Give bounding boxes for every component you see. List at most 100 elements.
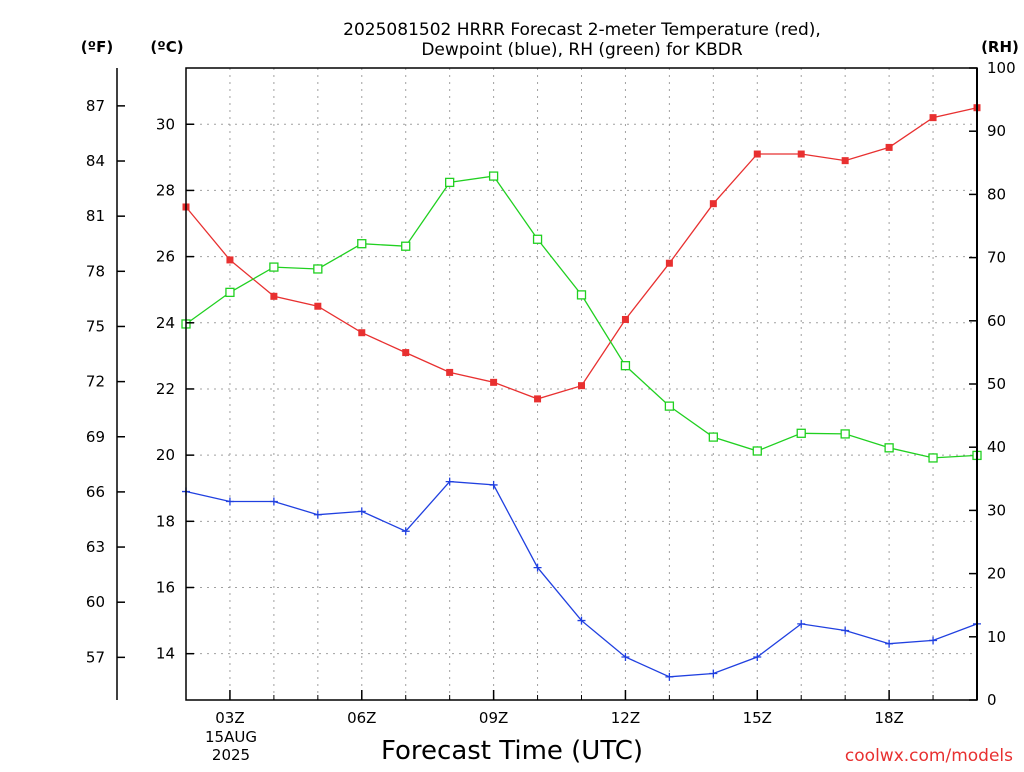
dewpoint-point — [357, 507, 366, 516]
temperature-point — [358, 329, 366, 337]
dewpoint-point — [797, 619, 806, 628]
rh-unit-label: (RH) — [981, 38, 1019, 56]
temperature-point — [490, 378, 498, 386]
fahrenheit-unit-label: (ºF) — [81, 38, 113, 56]
rh-tick-label: 40 — [987, 438, 1006, 456]
x-tick-label: 06Z — [347, 709, 376, 727]
celsius-tick-label: 26 — [156, 248, 175, 266]
rh-point — [532, 234, 543, 244]
dewpoint-point — [225, 497, 234, 506]
rh-tick-label: 70 — [987, 249, 1006, 267]
temperature-point — [665, 259, 673, 267]
temperature-point — [929, 114, 937, 122]
rh-point — [357, 239, 367, 249]
celsius-tick-label: 30 — [156, 115, 175, 133]
date-label-line2: 2025 — [212, 746, 250, 764]
fahrenheit-tick-label: 63 — [86, 538, 105, 556]
x-axis-label: Forecast Time (UTC) — [381, 736, 643, 766]
celsius-tick-label: 18 — [156, 512, 175, 530]
dewpoint-point — [665, 672, 674, 681]
dewpoint-point — [929, 636, 938, 645]
rh-tick-label: 10 — [987, 628, 1006, 646]
fahrenheit-tick-label: 78 — [86, 262, 105, 280]
celsius-tick-label: 24 — [156, 314, 175, 332]
rh-point — [488, 171, 499, 181]
x-tick-label: 09Z — [479, 709, 508, 727]
rh-tick-label: 60 — [987, 312, 1006, 330]
temperature-point — [534, 395, 542, 403]
rh-point — [752, 446, 762, 456]
fahrenheit-tick-label: 87 — [86, 97, 105, 115]
dewpoint-point — [841, 626, 850, 635]
dewpoint-point — [489, 480, 498, 489]
rh-tick-label: 90 — [987, 122, 1006, 140]
dewpoint-point — [753, 652, 762, 661]
x-tick-label: 15Z — [743, 709, 772, 727]
fahrenheit-tick-label: 72 — [86, 373, 105, 391]
fahrenheit-tick-label: 69 — [86, 428, 105, 446]
dewpoint-point — [621, 652, 630, 661]
celsius-unit-label: (ºC) — [150, 38, 183, 56]
chart-title-line1: 2025081502 HRRR Forecast 2-meter Tempera… — [343, 20, 821, 40]
temperature-point — [446, 368, 454, 376]
date-label-line1: 15AUG — [205, 728, 257, 746]
fahrenheit-tick-label: 66 — [86, 483, 105, 501]
rh-tick-label: 80 — [987, 185, 1006, 203]
temperature-point — [314, 302, 322, 310]
chart-title-line2: Dewpoint (blue), RH (green) for KBDR — [421, 40, 742, 60]
celsius-tick-label: 16 — [156, 578, 175, 596]
dewpoint-point — [577, 616, 586, 625]
rh-point — [884, 443, 894, 453]
temperature-point — [753, 150, 761, 158]
credit-label: coolwx.com/models — [845, 746, 1013, 766]
rh-series-line — [185, 175, 978, 459]
rh-tick-label: 20 — [987, 565, 1006, 583]
x-tick-label: 12Z — [611, 709, 640, 727]
rh-point — [445, 177, 455, 188]
rh-point — [928, 453, 938, 463]
series-layer — [181, 104, 982, 681]
rh-point — [708, 432, 718, 442]
rh-point — [225, 287, 235, 298]
temperature-point — [270, 292, 278, 300]
temperature-point — [797, 150, 805, 158]
fahrenheit-tick-label: 75 — [86, 317, 105, 335]
dewpoint-point — [401, 527, 410, 536]
rh-point — [840, 429, 850, 439]
rh-point — [269, 262, 279, 272]
dewpoint-point — [445, 477, 454, 486]
rh-tick-label: 100 — [987, 59, 1016, 77]
rh-tick-label: 50 — [987, 375, 1006, 393]
rh-tick-label: 0 — [987, 691, 997, 709]
rh-point — [313, 264, 323, 274]
fahrenheit-tick-label: 84 — [86, 152, 105, 170]
celsius-tick-label: 14 — [156, 645, 175, 663]
temperature-point — [226, 256, 234, 264]
celsius-tick-label: 20 — [156, 446, 175, 464]
rh-point — [620, 361, 631, 371]
rh-point — [796, 428, 806, 438]
x-tick-label: 03Z — [215, 709, 244, 727]
temperature-point — [621, 315, 629, 323]
celsius-tick-label: 28 — [156, 181, 175, 199]
temperature-point — [578, 382, 585, 390]
dewpoint-point — [885, 639, 894, 648]
axis-layer: 14 16 18 20 22 24 26 28 30 57 60 63 66 69 72 75 78 81 84 87… — [86, 59, 1016, 727]
temperature-point — [709, 200, 717, 208]
grid-layer — [186, 68, 977, 700]
rh-point — [576, 290, 587, 300]
temperature-point — [885, 143, 893, 151]
temperature-point — [841, 157, 849, 165]
fahrenheit-tick-label: 81 — [86, 207, 105, 225]
rh-point — [664, 401, 675, 411]
dewpoint-point — [533, 563, 542, 572]
rh-tick-label: 30 — [987, 501, 1006, 519]
rh-point — [401, 241, 411, 251]
celsius-tick-label: 22 — [156, 380, 175, 398]
dewpoint-point — [709, 669, 718, 678]
fahrenheit-tick-label: 57 — [86, 648, 105, 666]
fahrenheit-tick-label: 60 — [86, 593, 105, 611]
temperature-point — [402, 349, 410, 357]
